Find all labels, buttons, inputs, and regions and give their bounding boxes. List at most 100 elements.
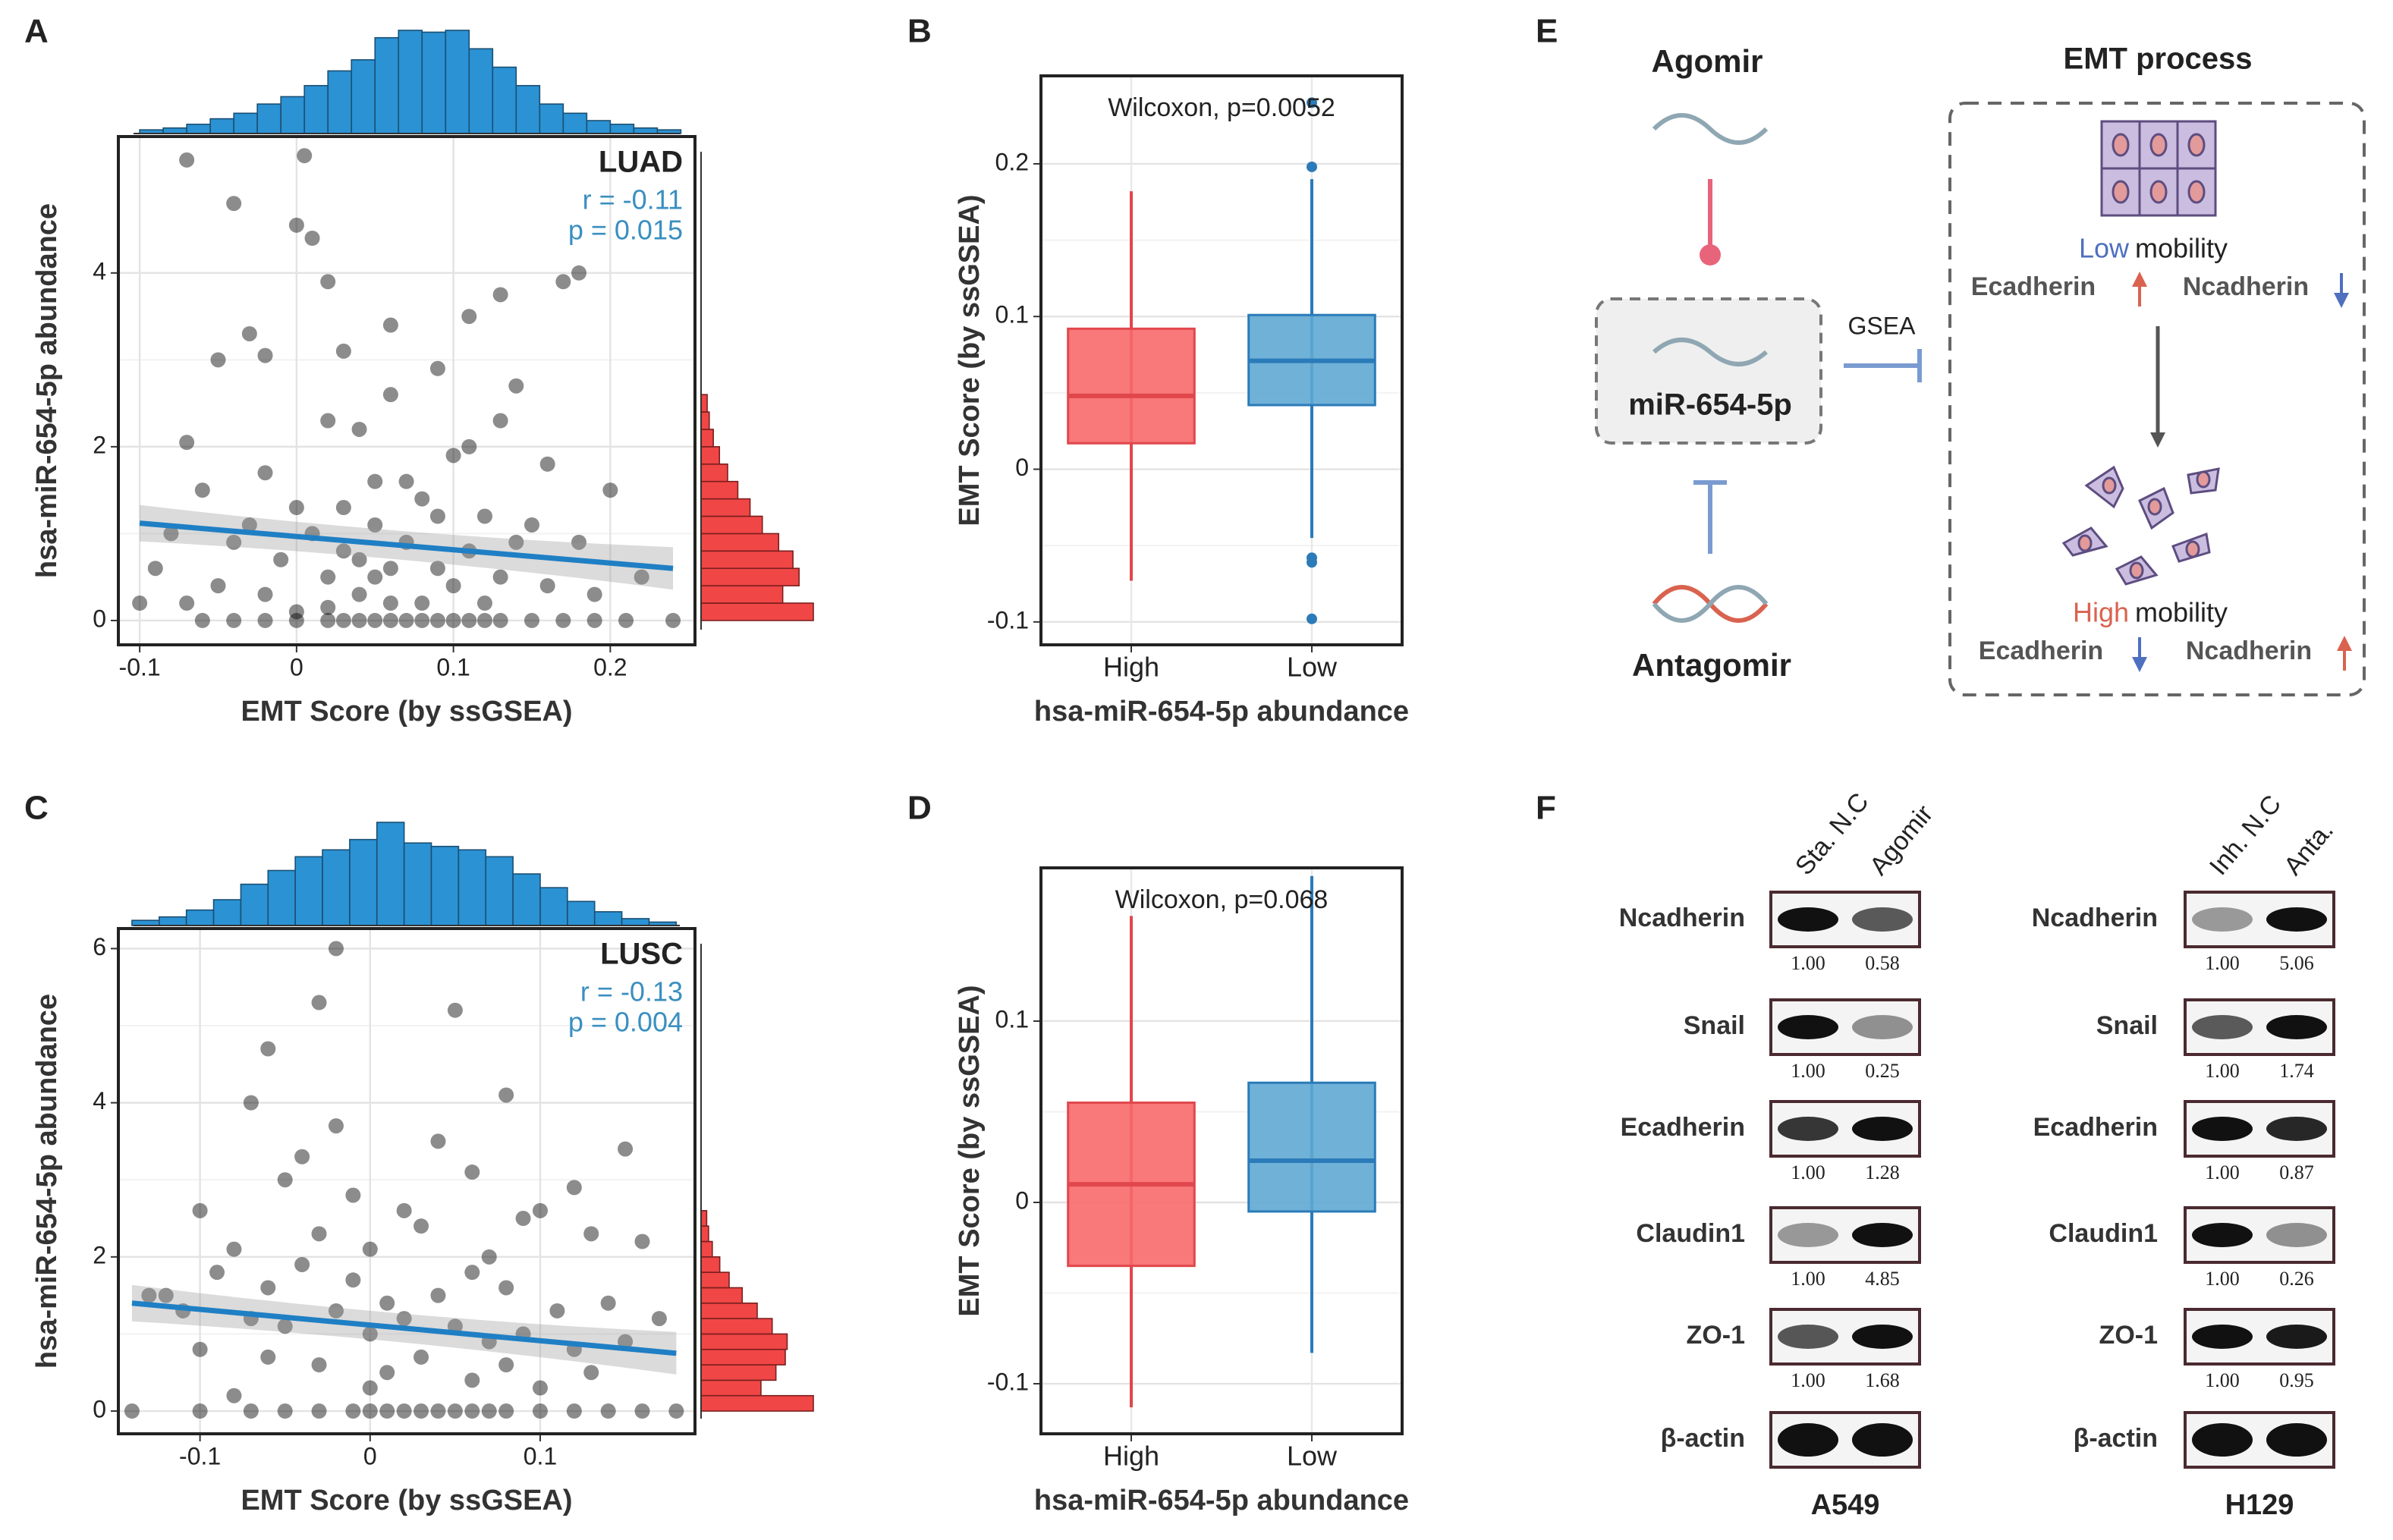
point	[464, 1265, 480, 1281]
panel-letter: B	[907, 13, 932, 50]
point	[396, 1202, 412, 1218]
histogram-bar	[700, 480, 739, 500]
point	[260, 1280, 276, 1296]
point	[141, 1287, 157, 1303]
point	[532, 1403, 548, 1419]
histogram-bar	[398, 30, 423, 134]
panel-letter: C	[24, 790, 49, 827]
y-tick-label: 0.1	[995, 1005, 1029, 1032]
histogram-bar	[700, 567, 800, 586]
histogram-bar	[512, 873, 541, 926]
inhibit-dot	[1700, 244, 1721, 266]
point	[586, 586, 602, 602]
protein-label: Ecadherin	[1621, 1113, 1745, 1142]
histogram-bar	[445, 30, 470, 134]
point	[461, 612, 477, 628]
histogram-bar	[567, 900, 596, 926]
emt-title: EMT process	[2064, 42, 2253, 76]
band	[2192, 1015, 2253, 1039]
histogram-bar	[131, 919, 160, 926]
protein-label: Snail	[2096, 1011, 2158, 1040]
agomir-label: Agomir	[1652, 43, 1763, 79]
plot-label: LUAD	[599, 146, 683, 179]
quantification: 1.28	[1865, 1161, 1900, 1183]
point	[260, 1041, 276, 1057]
point	[335, 500, 351, 516]
point	[226, 612, 242, 628]
point	[351, 421, 367, 437]
point	[209, 1265, 225, 1281]
point	[297, 148, 313, 164]
point	[492, 413, 508, 429]
point	[532, 1202, 548, 1218]
x-tick-label: -0.1	[179, 1442, 221, 1469]
point	[539, 578, 555, 594]
histogram-bar	[403, 842, 432, 926]
histogram-bar	[186, 124, 211, 134]
point	[571, 534, 587, 550]
histogram-bar	[700, 550, 794, 570]
point	[257, 612, 273, 628]
annotation: Wilcoxon, p=0.068	[1115, 885, 1329, 914]
lane-label: Inh. N.C	[2204, 790, 2287, 881]
histogram-bar	[700, 1318, 773, 1335]
point	[464, 1372, 480, 1388]
quantification: 0.95	[2279, 1369, 2314, 1391]
point	[566, 1403, 582, 1419]
point	[288, 500, 304, 516]
point	[226, 1388, 242, 1403]
histogram-bar	[233, 112, 258, 134]
point	[430, 1403, 446, 1419]
x-tick-label: Low	[1287, 1441, 1338, 1472]
point	[555, 274, 571, 290]
histogram-bar	[492, 66, 517, 134]
epithelial-cells	[2100, 120, 2217, 217]
histogram-bar	[700, 498, 751, 517]
x-tick-label: 0	[363, 1442, 377, 1469]
band	[2266, 1015, 2327, 1039]
point	[277, 1172, 293, 1188]
histogram-bar	[633, 127, 659, 134]
point	[273, 552, 289, 567]
point	[583, 1365, 599, 1381]
mirna-box	[1595, 297, 1822, 445]
histogram-bar	[162, 127, 187, 134]
x-tick-label: 0	[290, 653, 303, 680]
histogram-bar	[700, 446, 721, 465]
antagomir-label: Antagomir	[1632, 647, 1791, 683]
mirna-label: miR-654-5p	[1628, 388, 1792, 422]
point	[294, 1149, 310, 1164]
point	[524, 517, 539, 533]
quantification: 0.58	[1865, 952, 1900, 974]
band	[2266, 907, 2327, 932]
point	[464, 1164, 480, 1180]
histogram-bar	[700, 1225, 709, 1243]
protein-label: Snail	[1684, 1011, 1745, 1040]
histogram-bar	[458, 849, 487, 926]
band	[2266, 1423, 2327, 1457]
band	[2266, 1117, 2327, 1141]
quantification: 0.87	[2279, 1161, 2314, 1183]
mesenchymal-cells	[2061, 465, 2220, 586]
panel-letter: E	[1536, 13, 1558, 50]
band	[1778, 1423, 1838, 1457]
marker-label: Ncadherin	[2186, 636, 2312, 665]
histogram-bar	[700, 1394, 814, 1412]
point	[328, 1118, 344, 1134]
point	[132, 596, 148, 611]
histogram-bar	[593, 911, 623, 926]
y-tick-label: 6	[93, 933, 106, 960]
histogram-bar	[351, 59, 376, 134]
point	[243, 1095, 259, 1111]
point	[367, 612, 383, 628]
point	[498, 1087, 514, 1103]
point	[288, 604, 304, 620]
point	[335, 343, 351, 359]
protein-label: Claudin1	[1636, 1219, 1745, 1248]
point	[382, 387, 398, 403]
x-axis-label: EMT Score (by ssGSEA)	[241, 696, 572, 728]
histogram-bar	[700, 585, 784, 604]
histogram-bar	[256, 103, 281, 134]
outlier	[1307, 161, 1317, 172]
